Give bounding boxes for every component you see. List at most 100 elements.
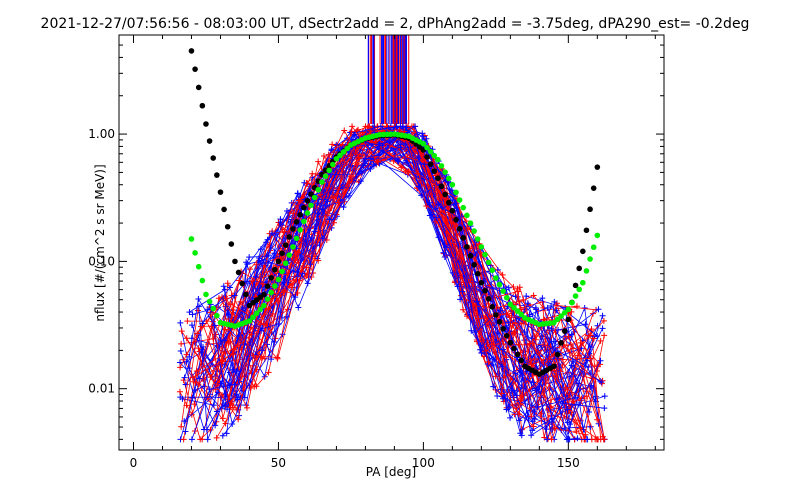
trace-marker	[548, 418, 555, 425]
trace-marker	[335, 199, 342, 206]
trace-marker	[325, 151, 332, 158]
trace-marker	[235, 416, 242, 423]
fit-point	[460, 204, 467, 211]
trace-marker	[177, 319, 184, 326]
fit-point	[297, 227, 303, 233]
fit-point	[431, 168, 438, 174]
trace-marker	[188, 436, 195, 443]
fit-point	[431, 152, 438, 159]
trace-line	[180, 143, 601, 431]
trace-marker	[183, 335, 190, 342]
trace-marker	[474, 298, 481, 305]
fit-point	[424, 144, 430, 151]
fit-point	[275, 276, 282, 283]
trace-marker	[597, 337, 604, 344]
trace-marker	[314, 200, 321, 207]
trace-marker	[582, 431, 589, 438]
fit-point	[558, 340, 564, 346]
trace-marker	[414, 170, 421, 177]
trace-marker	[183, 402, 190, 409]
fit-point	[514, 351, 521, 358]
trace-marker	[527, 340, 534, 347]
fit-point	[272, 266, 278, 273]
trace-marker	[320, 153, 327, 160]
fit-point	[203, 121, 209, 127]
trace-marker	[597, 357, 604, 364]
trace-marker	[446, 235, 453, 242]
trace-marker	[326, 216, 333, 223]
trace-marker	[548, 302, 555, 309]
fit-point	[326, 167, 332, 174]
fit-point	[445, 199, 452, 206]
x-axis: 0 50 100 150	[130, 35, 656, 470]
trace-marker	[182, 428, 189, 435]
fit-point	[594, 232, 601, 239]
trace-marker	[177, 394, 184, 401]
fit-point	[290, 226, 296, 232]
trace-marker	[277, 216, 284, 223]
trace-marker	[260, 321, 267, 328]
trace-marker	[340, 204, 347, 211]
trace-marker	[219, 415, 226, 422]
fit-point	[304, 197, 311, 204]
trace-marker	[478, 349, 485, 356]
trace-marker	[530, 423, 537, 430]
trace-marker	[362, 155, 369, 162]
trace-marker	[533, 306, 540, 313]
fit-point	[551, 319, 557, 326]
trace-marker	[260, 281, 267, 288]
trace-marker	[269, 310, 276, 317]
trace-marker	[565, 333, 572, 340]
trace-marker	[390, 137, 397, 144]
trace-marker	[587, 355, 594, 362]
trace-marker	[570, 398, 577, 405]
trace-marker	[559, 400, 566, 407]
trace-marker	[324, 198, 331, 205]
fit-point	[590, 244, 597, 251]
trace-marker	[195, 345, 202, 352]
trace-marker	[574, 435, 581, 442]
fit-point	[282, 260, 289, 267]
fit-curves	[188, 48, 601, 377]
trace-marker	[357, 178, 364, 185]
x-tick-label: 0	[130, 456, 138, 470]
trace-marker	[317, 191, 324, 198]
trace-marker	[287, 219, 294, 226]
trace-marker	[359, 129, 366, 136]
fit-point	[594, 164, 601, 170]
fit-point	[500, 325, 506, 332]
trace-marker	[247, 266, 254, 273]
trace-marker	[558, 356, 565, 363]
trace-marker	[512, 370, 519, 377]
trace-marker	[564, 436, 571, 443]
trace-marker	[315, 158, 322, 165]
fit-point	[264, 296, 271, 302]
trace-marker	[599, 433, 606, 440]
trace-marker	[443, 244, 450, 251]
fit-point	[308, 202, 314, 209]
trace-marker	[269, 302, 276, 309]
fit-point	[199, 277, 206, 284]
fit-point	[507, 301, 514, 308]
trace-marker	[253, 261, 260, 268]
trace-marker	[517, 430, 524, 437]
fit-point	[493, 312, 499, 318]
trace-marker	[497, 307, 504, 314]
trace-marker	[221, 337, 228, 344]
trace-marker	[196, 375, 203, 382]
trace-marker	[441, 253, 448, 260]
fit-point	[239, 280, 246, 287]
trace-marker	[531, 415, 538, 422]
y-tick-label: 0.10	[88, 254, 115, 268]
fit-point	[424, 154, 430, 160]
trace-marker	[533, 387, 540, 394]
fit-point	[344, 145, 351, 152]
trace-marker	[485, 358, 492, 365]
trace-marker	[503, 406, 510, 413]
fit-point	[460, 235, 467, 241]
fit-point	[257, 306, 264, 313]
trace-marker	[243, 402, 250, 409]
trace-marker	[475, 315, 482, 322]
trace-marker	[213, 434, 220, 441]
trace-marker	[220, 283, 227, 290]
